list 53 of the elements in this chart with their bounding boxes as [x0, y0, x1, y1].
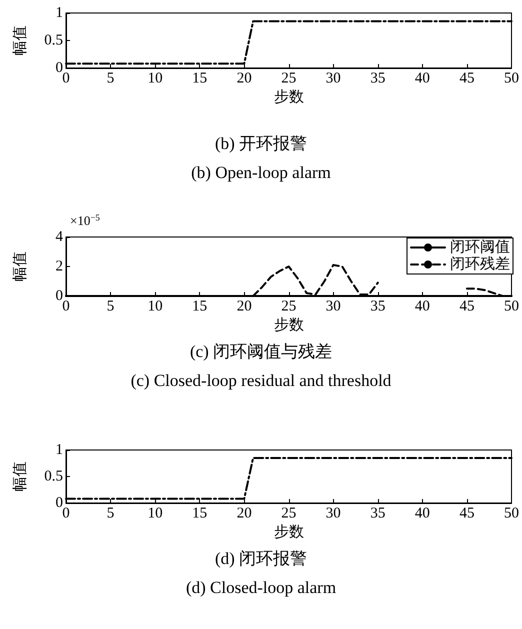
x-tick-label: 45 — [459, 506, 474, 522]
x-tick-label: 50 — [504, 298, 519, 314]
x-tick-label: 25 — [281, 70, 296, 86]
y-tick-label: 0 — [56, 60, 63, 76]
x-tick-label: 30 — [326, 506, 341, 522]
x-tick-label: 25 — [281, 506, 296, 522]
x-tick-label: 40 — [414, 298, 430, 314]
y-tick-label: 0 — [56, 288, 63, 304]
text: (c) Closed-loop residual and threshold — [130, 371, 392, 390]
x-tick-label: 40 — [414, 70, 430, 86]
legend-label: 闭环残差 — [450, 256, 510, 272]
x-tick-label: 20 — [236, 298, 252, 314]
y-tick-label: 4 — [56, 229, 64, 245]
x-tick-label: 40 — [414, 506, 430, 522]
x-tick-label: 10 — [148, 298, 163, 314]
x-tick-label: 5 — [106, 298, 114, 314]
x-tick-label: 25 — [281, 298, 296, 314]
x-tick-label: 50 — [504, 506, 519, 522]
x-tick-label: 5 — [106, 70, 114, 86]
y-axis-title: 幅值 — [12, 462, 28, 492]
x-tick-label: 45 — [459, 298, 474, 314]
y-axis-title: 幅值 — [12, 252, 28, 282]
x-axis-title: 步数 — [274, 524, 304, 540]
x-tick-label: 15 — [192, 70, 208, 86]
y-tick-label: 0 — [56, 495, 63, 511]
x-tick-label: 35 — [370, 298, 386, 314]
x-tick-label: 45 — [459, 70, 474, 86]
x-tick-label: 35 — [370, 506, 386, 522]
y-axis-title: 幅值 — [12, 26, 28, 56]
x-tick-label: 10 — [148, 70, 163, 86]
y-tick-label: 0.5 — [44, 468, 63, 484]
y-tick-label: 0.5 — [44, 32, 63, 48]
x-tick-label: 30 — [326, 70, 341, 86]
legend-label: 闭环阈值 — [450, 238, 510, 256]
x-tick-label: 35 — [370, 70, 386, 86]
x-tick-label: 20 — [236, 70, 252, 86]
x-tick-label: 20 — [236, 506, 252, 522]
x-tick-label: 15 — [192, 298, 208, 314]
y-tick-label: 1 — [56, 442, 63, 458]
x-axis-title: 步数 — [274, 88, 304, 106]
text: (b) Open-loop alarm — [191, 163, 331, 182]
y-tick-label: 1 — [56, 5, 63, 21]
text: (d) 闭环报警 — [214, 549, 308, 568]
text: (d) Closed-loop alarm — [186, 578, 336, 597]
x-axis-title: 步数 — [274, 316, 304, 334]
x-tick-label: 10 — [148, 506, 163, 522]
x-tick-label: 50 — [504, 70, 519, 86]
x-tick-label: 15 — [192, 506, 208, 522]
x-tick-label: 5 — [106, 506, 114, 522]
text: (c) 闭环阈值与残差 — [190, 342, 332, 361]
x-tick-label: 30 — [326, 298, 341, 314]
y-tick-label: 2 — [56, 258, 63, 274]
text: (b) 开环报警 — [214, 134, 308, 153]
